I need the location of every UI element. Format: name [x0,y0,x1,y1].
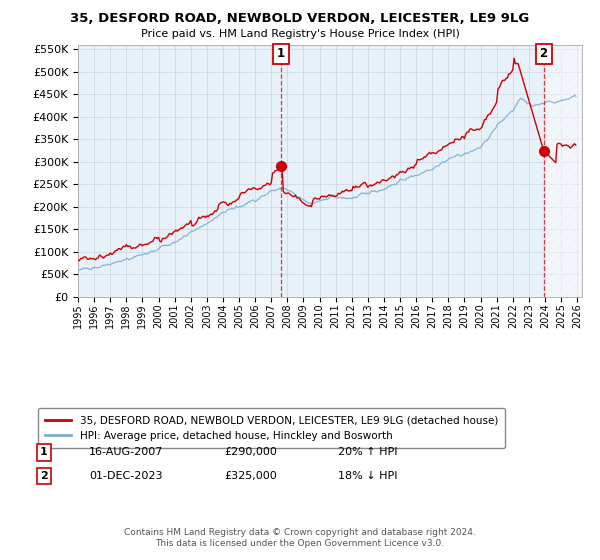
Text: 20% ↑ HPI: 20% ↑ HPI [338,447,397,458]
Text: 01-DEC-2023: 01-DEC-2023 [89,471,162,481]
Text: 18% ↓ HPI: 18% ↓ HPI [338,471,397,481]
Text: 35, DESFORD ROAD, NEWBOLD VERDON, LEICESTER, LE9 9LG: 35, DESFORD ROAD, NEWBOLD VERDON, LEICES… [70,12,530,25]
Text: £325,000: £325,000 [224,471,277,481]
Text: 16-AUG-2007: 16-AUG-2007 [89,447,163,458]
Text: 1: 1 [277,47,285,60]
Text: 2: 2 [40,471,47,481]
Legend: 35, DESFORD ROAD, NEWBOLD VERDON, LEICESTER, LE9 9LG (detached house), HPI: Aver: 35, DESFORD ROAD, NEWBOLD VERDON, LEICES… [38,408,505,448]
Bar [545,45,582,297]
Text: 1: 1 [40,447,47,458]
Text: 2: 2 [539,47,548,60]
Text: Price paid vs. HM Land Registry's House Price Index (HPI): Price paid vs. HM Land Registry's House … [140,29,460,39]
Text: £290,000: £290,000 [224,447,277,458]
Text: Contains HM Land Registry data © Crown copyright and database right 2024.
This d: Contains HM Land Registry data © Crown c… [124,528,476,548]
